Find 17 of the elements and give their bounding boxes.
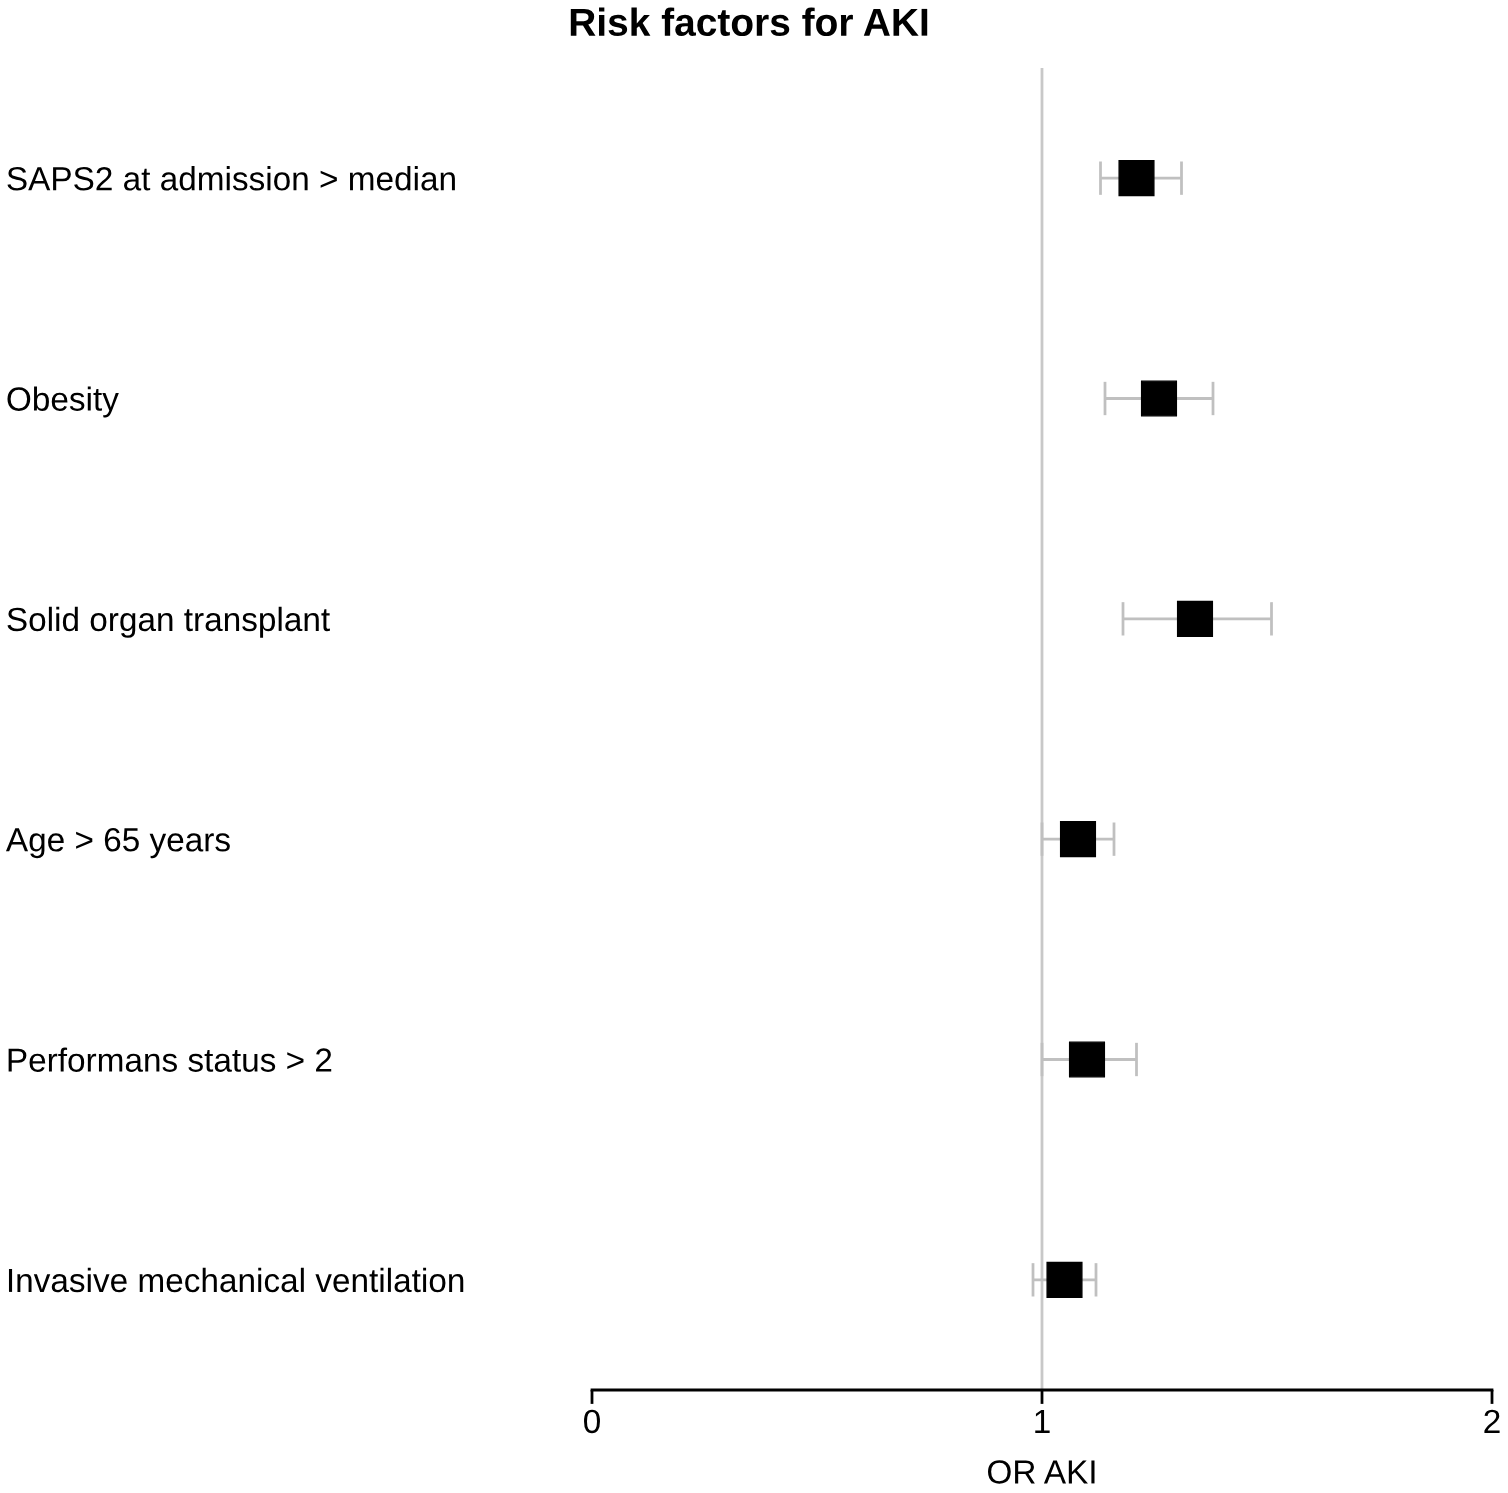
chart-title: Risk factors for AKI [570,7,928,37]
point [1059,821,1097,858]
y-tick-label: Invasive mechanical ventilation [8,1267,464,1293]
y-tick-label: Age > 65 years [5,827,230,859]
point [1140,380,1178,417]
point [1046,1261,1083,1298]
y-tick-label: SAPS2 at admission > median [7,166,455,191]
x-tick-label: 0 [584,1409,600,1434]
point [1176,600,1214,637]
y-tick-label: Performans status > 2 [8,1047,332,1072]
y-tick-label: Solid organ transplant [7,606,330,638]
x-tick-label: 1 [1035,1409,1050,1433]
x-axis-title: OR AKI [988,1460,1095,1484]
y-tick-label: Obesity [7,386,119,418]
point [1068,1041,1106,1078]
x-tick-label: 2 [1484,1409,1500,1433]
point [1118,160,1155,197]
